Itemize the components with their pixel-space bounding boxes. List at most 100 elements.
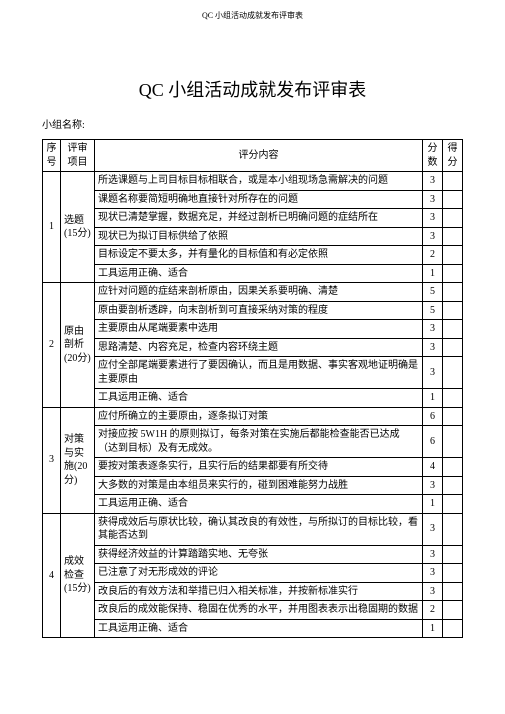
table-row: 对接应按 5W1H 的原则拟订，每条对策在实施后都能检查能否已达成（达到目标）及… [43,426,463,458]
table-row: 已注意了对无形成效的评论3 [43,564,463,583]
content-cell: 改良后的成效能保持、稳固在优秀的水平，并用图表表示出稳固期的数据 [95,601,423,620]
got-cell [443,619,463,638]
got-cell [443,227,463,246]
got-cell [443,458,463,477]
score-cell: 4 [423,458,443,477]
content-cell: 原由要剖析透辟，向末剖析到可直接采纳对策的程度 [95,301,423,320]
score-cell: 3 [423,582,443,601]
col-seq-header: 序号 [43,140,61,172]
table-row: 思路清楚、内容充足，检查内容环绕主题3 [43,338,463,357]
score-cell: 6 [423,407,443,426]
table-row: 改良后的有效方法和举措已归入相关标准，并按新标准实行3 [43,582,463,601]
table-row: 现状已清楚掌握，数据充足，并经过剖析已明确问题的症结所在3 [43,209,463,228]
got-cell [443,389,463,408]
got-cell [443,264,463,283]
group-name-label: 小组名称: [42,116,505,131]
got-cell [443,601,463,620]
content-cell: 应付所确立的主要原由，逐条拟订对策 [95,407,423,426]
got-cell [443,476,463,495]
table-row: 获得经济效益的计算踏踏实地、无夸张3 [43,545,463,564]
score-cell: 2 [423,601,443,620]
main-title: QC 小组活动成就发布评审表 [0,76,505,102]
got-cell [443,407,463,426]
col-score-header: 分数 [423,140,443,172]
got-cell [443,338,463,357]
content-cell: 课题名称要简短明确地直接针对所存在的问题 [95,190,423,209]
score-cell: 3 [423,338,443,357]
score-cell: 1 [423,389,443,408]
score-cell: 3 [423,320,443,339]
score-cell: 3 [423,227,443,246]
table-row: 原由要剖析透辟，向末剖析到可直接采纳对策的程度5 [43,301,463,320]
score-cell: 1 [423,264,443,283]
got-cell [443,301,463,320]
seq-cell: 3 [43,407,61,513]
got-cell [443,320,463,339]
category-cell: 原由剖析(20分) [61,283,95,408]
content-cell: 思路清楚、内容充足，检查内容环绕主题 [95,338,423,357]
got-cell [443,190,463,209]
got-cell [443,172,463,191]
content-cell: 主要原由从尾端要素中选用 [95,320,423,339]
content-cell: 改良后的有效方法和举措已归入相关标准，并按新标准实行 [95,582,423,601]
table-row: 2原由剖析(20分)应针对问题的症结来剖析原由，因果关系要明确、清楚5 [43,283,463,302]
content-cell: 对接应按 5W1H 的原则拟订，每条对策在实施后都能检查能否已达成（达到目标）及… [95,426,423,458]
content-cell: 目标设定不要太多，并有量化的目标值和有必定依照 [95,246,423,265]
content-cell: 现状已清楚掌握，数据充足，并经过剖析已明确问题的症结所在 [95,209,423,228]
content-cell: 大多数的对策是由本组员来实行的，碰到困难能努力战胜 [95,476,423,495]
score-cell: 5 [423,283,443,302]
score-cell: 2 [423,246,443,265]
table-row: 要按对策表逐条实行，且实行后的结果都要有所交待4 [43,458,463,477]
content-cell: 应付全部尾端要素进行了要因确认，而且是用数据、事实客观地证明确是主要原由 [95,357,423,389]
table-row: 工具运用正确、适合1 [43,495,463,514]
content-cell: 获得经济效益的计算踏踏实地、无夸张 [95,545,423,564]
category-cell: 对策与实施(20分) [61,407,95,513]
table-row: 大多数的对策是由本组员来实行的，碰到困难能努力战胜3 [43,476,463,495]
content-cell: 已注意了对无形成效的评论 [95,564,423,583]
got-cell [443,357,463,389]
got-cell [443,513,463,545]
content-cell: 工具运用正确、适合 [95,619,423,638]
review-table: 序号 评审项目 评分内容 分数 得分 1选题(15分)所选课题与上司目标目标相联… [42,139,463,638]
content-cell: 工具运用正确、适合 [95,389,423,408]
got-cell [443,246,463,265]
table-header-row: 序号 评审项目 评分内容 分数 得分 [43,140,463,172]
col-category-header: 评审项目 [61,140,95,172]
score-cell: 6 [423,426,443,458]
score-cell: 3 [423,545,443,564]
got-cell [443,582,463,601]
category-cell: 选题(15分) [61,172,95,283]
table-row: 主要原由从尾端要素中选用3 [43,320,463,339]
content-cell: 要按对策表逐条实行，且实行后的结果都要有所交待 [95,458,423,477]
content-cell: 所选课题与上司目标目标相联合，或是本小组现场急需解决的问题 [95,172,423,191]
table-row: 课题名称要简短明确地直接针对所存在的问题3 [43,190,463,209]
table-row: 4成效检查(15分)获得成效后与原状比较，确认其改良的有效性，与所拟订的目标比较… [43,513,463,545]
got-cell [443,495,463,514]
score-cell: 1 [423,619,443,638]
table-row: 现状已为拟订目标供给了依照3 [43,227,463,246]
content-cell: 应针对问题的症结来剖析原由，因果关系要明确、清楚 [95,283,423,302]
score-cell: 3 [423,513,443,545]
page-header: QC 小组活动成就发布评审表 [0,0,505,21]
content-cell: 工具运用正确、适合 [95,495,423,514]
content-cell: 工具运用正确、适合 [95,264,423,283]
table-row: 1选题(15分)所选课题与上司目标目标相联合，或是本小组现场急需解决的问题3 [43,172,463,191]
category-cell: 成效检查(15分) [61,513,95,638]
score-cell: 3 [423,357,443,389]
table-row: 工具运用正确、适合1 [43,264,463,283]
content-cell: 现状已为拟订目标供给了依照 [95,227,423,246]
score-cell: 5 [423,301,443,320]
score-cell: 1 [423,495,443,514]
score-cell: 3 [423,190,443,209]
seq-cell: 1 [43,172,61,283]
table-row: 工具运用正确、适合1 [43,389,463,408]
content-cell: 获得成效后与原状比较，确认其改良的有效性，与所拟订的目标比较，看其能否达到 [95,513,423,545]
seq-cell: 2 [43,283,61,408]
table-row: 3对策与实施(20分)应付所确立的主要原由，逐条拟订对策6 [43,407,463,426]
seq-cell: 4 [43,513,61,638]
col-got-header: 得分 [443,140,463,172]
got-cell [443,209,463,228]
col-content-header: 评分内容 [95,140,423,172]
table-row: 目标设定不要太多，并有量化的目标值和有必定依照2 [43,246,463,265]
score-cell: 3 [423,564,443,583]
